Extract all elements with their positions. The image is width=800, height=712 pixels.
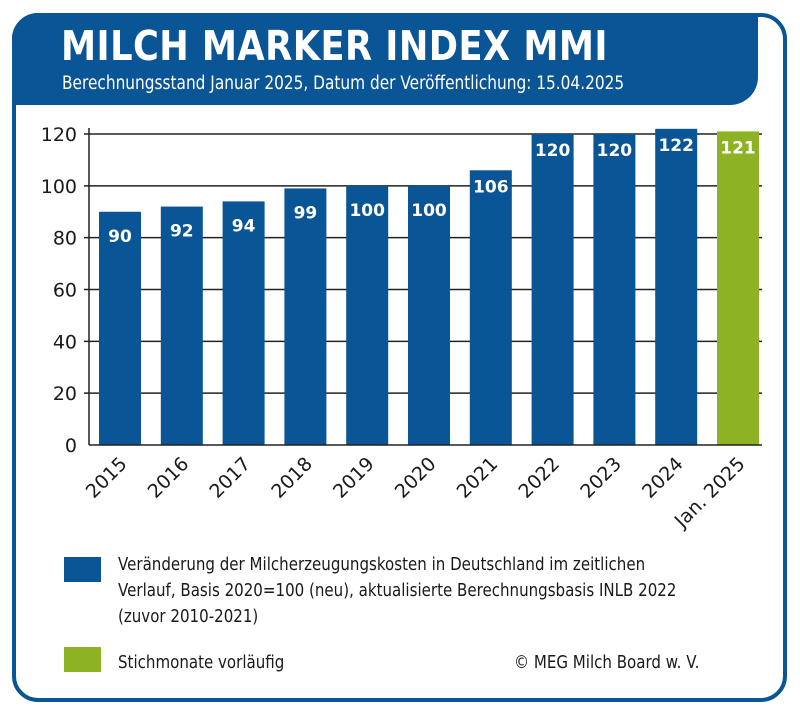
bar: [99, 211, 141, 445]
bar: [284, 188, 327, 446]
y-tick-label: 100: [41, 176, 77, 198]
bar: [531, 134, 574, 445]
bar: [717, 131, 759, 446]
x-tick-labels: 2015 2016 2017 2018 2019 2020 2021 2022 2023 2024…: [82, 453, 750, 533]
x-tick-label: 2018: [267, 453, 317, 503]
axes: [88, 128, 762, 446]
bar: [222, 201, 265, 445]
x-tick-label: 2024: [638, 453, 688, 503]
header-band: [12, 13, 758, 105]
y-tick-label: 40: [53, 331, 77, 353]
legend-line: Stichmonate vorläufig: [118, 653, 285, 673]
copyright-notice: © MEG Milch Board w. V.: [514, 653, 700, 673]
data-label: 121: [720, 138, 756, 158]
bars: [99, 128, 759, 446]
x-tick-label: 2019: [329, 453, 379, 503]
legend-label-provisional: Stichmonate vorläufig: [118, 650, 284, 676]
chart-subtitle: Berechnungsstand Januar 2025, Datum der …: [62, 73, 625, 94]
data-label: 94: [232, 216, 256, 236]
x-tick-label: 2015: [82, 453, 132, 503]
x-tick-label: 2017: [205, 453, 255, 503]
bar: [160, 206, 203, 445]
x-tick-label: 2023: [576, 453, 626, 503]
legend-label-index: Veränderung der Milcherzeugungskosten in…: [118, 552, 676, 630]
bar: [346, 185, 389, 446]
bar: [469, 170, 512, 446]
data-label: 100: [411, 201, 447, 221]
legend-line: (zuvor 2010-2021): [118, 607, 259, 627]
legend-line: Veränderung der Milcherzeugungskosten in…: [118, 555, 646, 575]
legend-line: Verlauf, Basis 2020=100 (neu), aktualisi…: [118, 581, 677, 601]
x-tick-label: 2022: [514, 453, 564, 503]
y-tick-label: 60: [53, 280, 77, 302]
data-label: 122: [658, 136, 694, 156]
header-notch: [758, 17, 783, 107]
y-tick-label: 80: [53, 228, 77, 250]
legend-swatch-provisional: [64, 647, 101, 672]
y-tick-label: 0: [65, 435, 77, 457]
y-tick-labels: 0 20 40 60 80 100 120: [41, 124, 77, 457]
data-label: 120: [597, 141, 633, 161]
legend-swatch-index: [64, 557, 101, 582]
y-tick-label: 20: [53, 383, 77, 405]
data-label: 106: [473, 177, 509, 197]
data-label: 92: [170, 222, 194, 242]
data-label: 100: [349, 201, 385, 221]
y-tick-label: 120: [41, 124, 77, 146]
data-label: 90: [108, 227, 132, 247]
data-label: 120: [535, 141, 571, 161]
x-tick-label: 2020: [391, 453, 441, 503]
x-tick-label: 2021: [453, 453, 503, 503]
x-tick-label: 2016: [144, 453, 194, 503]
data-labels: 90 92 94 99 100 100 106 120 120 122 121: [108, 136, 756, 247]
chart-title: MILCH MARKER INDEX MMI: [61, 22, 608, 70]
bar: [408, 185, 450, 446]
bar: [593, 134, 636, 445]
data-label: 99: [294, 203, 318, 223]
bar: [655, 128, 698, 446]
